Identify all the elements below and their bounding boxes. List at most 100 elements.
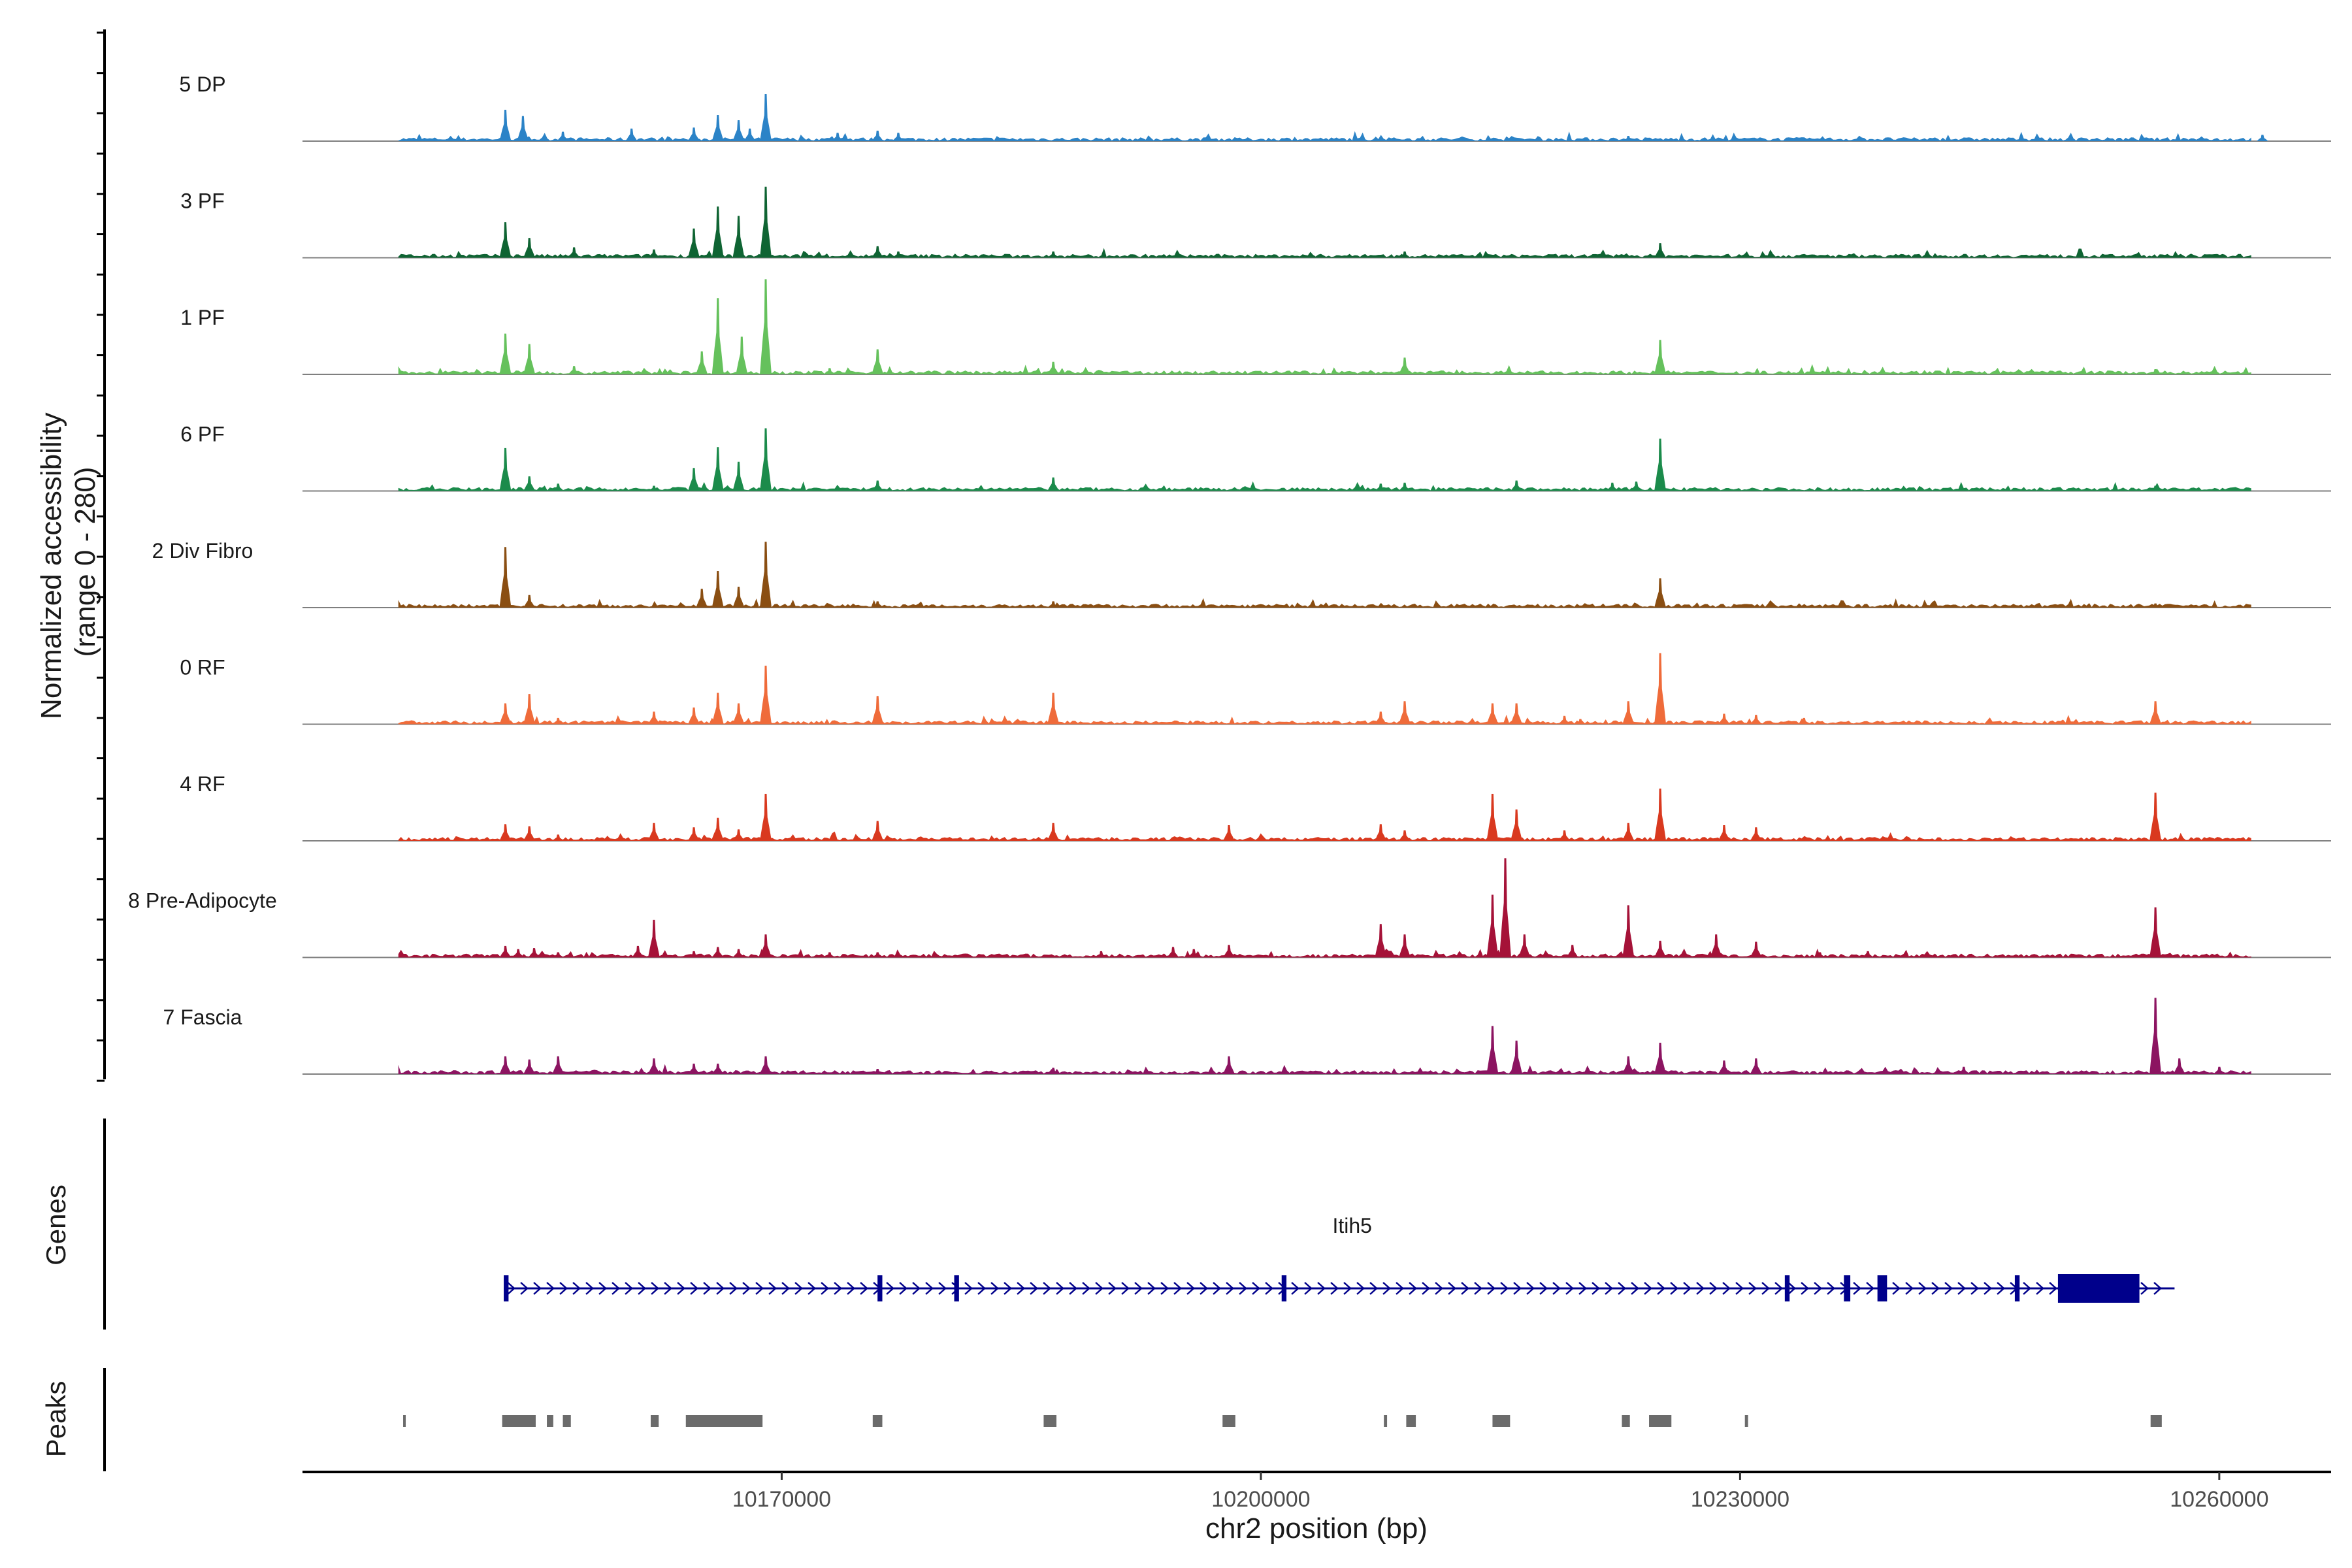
strand-arrow [1513,1282,1522,1295]
strand-arrow [1304,1282,1313,1295]
coverage-peak [528,948,540,958]
coverage-y-axis-ticks [97,31,105,1082]
coverage-peak [696,351,708,374]
strand-arrow [1631,1282,1639,1295]
coverage-peak [647,485,660,491]
coverage-peak [832,133,843,141]
strand-arrow [847,1282,855,1295]
coverage-peak [1630,482,1642,491]
coverage-peak [711,693,724,725]
coverage-peak [1654,940,1667,958]
strand-arrow [821,1282,829,1295]
strand-arrow [677,1282,685,1295]
coverage-peak [1750,1058,1762,1074]
strand-arrow [1200,1282,1208,1295]
strand-arrow [1213,1282,1221,1295]
strand-arrow [1670,1282,1678,1295]
coverage-peak [1399,251,1411,258]
strand-arrow [1722,1282,1731,1295]
coverage-peak [1558,830,1571,841]
track-2-div-fibro: 2 Div Fibro [152,539,2331,608]
coverage-peak [552,952,564,958]
coverage-peak [1167,947,1179,958]
coverage-peak [696,589,708,608]
coverage-peak [760,1056,772,1074]
peak-region [1649,1415,1672,1427]
coverage-peak [523,476,536,491]
coverage-peak [736,336,748,374]
strand-arrow [925,1282,934,1295]
coverage-peak [823,368,836,374]
coverage-peak [872,696,884,725]
coverage-peak [647,711,660,725]
peak-region [563,1415,571,1427]
strand-arrow [1056,1282,1064,1295]
coverage-peak [1399,934,1411,958]
strand-arrow [1448,1282,1456,1295]
coverage-peak [1654,1043,1667,1074]
coverage-peak [552,483,564,491]
coverage-peak [760,279,772,374]
x-tick-label: 10260000 [2170,1487,2268,1512]
coverage-peak [1047,477,1060,491]
coverage-peak [499,824,512,841]
strand-arrow [1474,1282,1482,1295]
coverage-peak [1718,713,1730,725]
coverage-peak [1862,951,1874,958]
coverage-peak [872,821,884,841]
coverage-peak [1622,1056,1635,1074]
strand-arrow [651,1282,659,1295]
coverage-peak [499,222,512,258]
coverage-peak [523,595,536,608]
coverage-peak [1223,1056,1235,1074]
coverage-peak [872,246,884,258]
coverage-peak [732,829,745,841]
coverage-peak [1399,830,1411,841]
strand-arrow [1069,1282,1077,1295]
strand-arrow [1918,1282,1927,1295]
coverage-peak [499,703,512,725]
coverage-peak [1047,361,1060,374]
peak-region [1744,1415,1748,1427]
peak-region [502,1415,536,1427]
coverage-peak [1511,1040,1523,1074]
coverage-peak [647,249,660,258]
strand-arrow [2140,1282,2149,1295]
coverage-peak [1399,357,1411,374]
strand-arrow [598,1282,607,1295]
strand-arrow [585,1282,594,1295]
coverage-peak [1606,482,1618,491]
coverage-tracks: 5 DP 3 PF 1 PF 6 PF 2 Div Fibro 0 RF 4 RF 8 Pre… [128,73,2331,1075]
peak-region [1406,1415,1416,1427]
strand-arrow [1422,1282,1430,1295]
peak-region [650,1415,659,1427]
peak-region [1492,1415,1511,1427]
strand-arrow [1343,1282,1352,1295]
strand-arrow [2049,1282,2057,1295]
track-background-signal [398,364,2251,374]
strand-arrow [1997,1282,2005,1295]
coverage-peak [1047,1068,1060,1074]
coverage-peak [1750,941,1762,958]
coverage-peak [1375,924,1387,958]
strand-arrow [1330,1282,1339,1295]
strand-arrow [1487,1282,1495,1295]
coverage-peak [1710,934,1722,958]
track-7-fascia: 7 Fascia [163,998,2331,1075]
coverage-peak [2149,603,2162,608]
strand-arrow [755,1282,764,1295]
strand-arrow [1108,1282,1117,1295]
gene-exon [2014,1275,2020,1301]
strand-arrow [1160,1282,1169,1295]
strand-arrow [1095,1282,1103,1295]
strand-arrow [1578,1282,1587,1295]
strand-arrow [808,1282,816,1295]
coverage-peak [760,94,772,141]
peak-region [1043,1415,1056,1427]
coverage-peak [1798,717,1810,725]
coverage-peak [1499,858,1511,958]
strand-arrow [912,1282,921,1295]
coverage-peak [732,703,745,725]
coverage-peak [499,448,512,491]
strand-arrow [794,1282,803,1295]
